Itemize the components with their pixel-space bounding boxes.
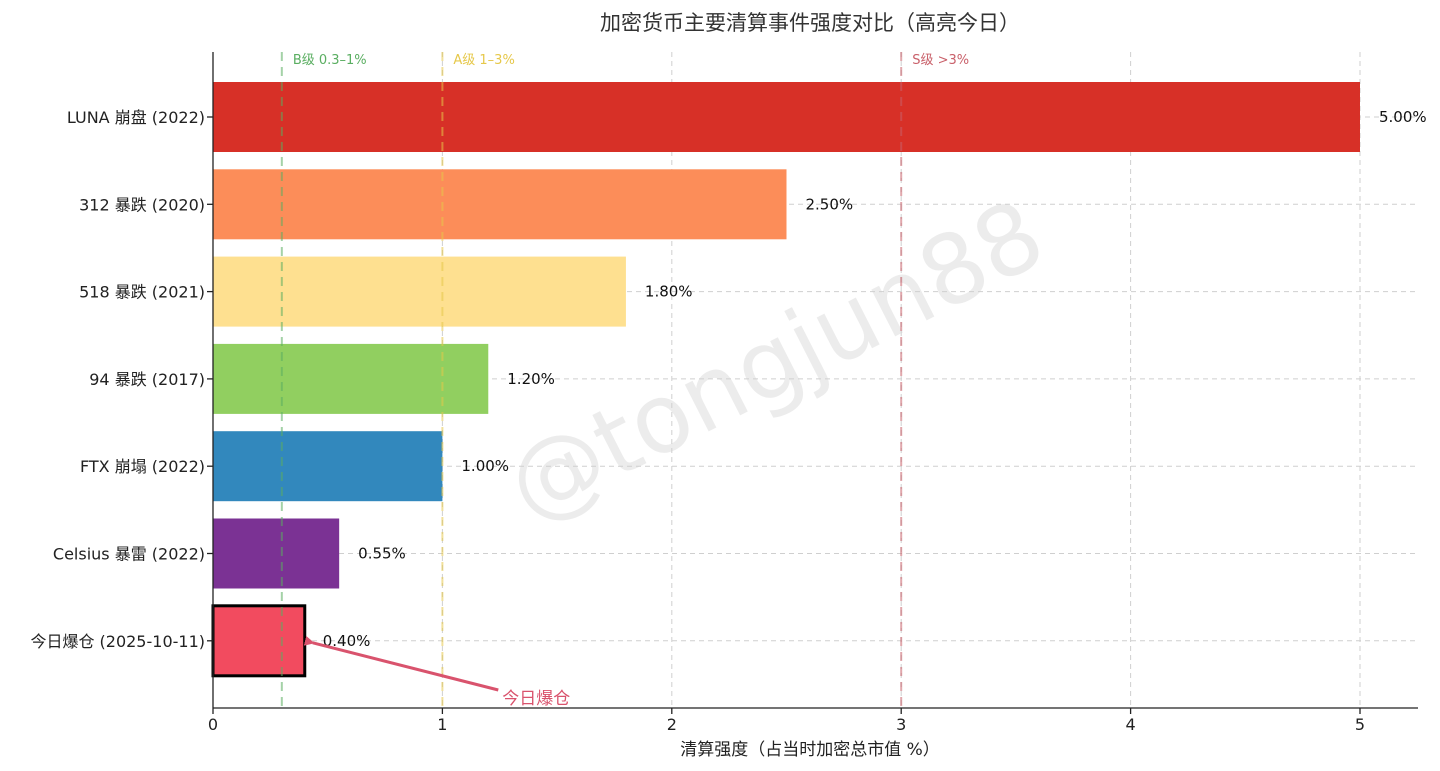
category-label-2: 518 暴跌 (2021) [79, 283, 205, 302]
bar-0 [213, 82, 1360, 152]
chart-title: 加密货币主要清算事件强度对比（高亮今日） [600, 11, 1020, 35]
value-label-4: 1.00% [461, 457, 509, 475]
annotation: 今日爆仓 [303, 635, 570, 709]
x-tick-label-5: 5 [1355, 715, 1365, 734]
category-label-6: 今日爆仓 (2025-10-11) [30, 632, 205, 651]
category-labels: LUNA 崩盘 (2022) 312 暴跌 (2020) 518 暴跌 (2021)… [30, 108, 213, 651]
x-tick-label-3: 3 [896, 715, 906, 734]
category-label-5: Celsius 暴雷 (2022) [53, 545, 205, 564]
x-tick-label-0: 0 [208, 715, 218, 734]
x-tick-label-1: 1 [437, 715, 447, 734]
bar-3 [213, 343, 489, 414]
reference-label-1: A级 1–3% [453, 53, 514, 68]
category-label-1: 312 暴跌 (2020) [79, 195, 205, 214]
value-label-0: 5.00% [1379, 108, 1427, 126]
value-label-2: 1.80% [645, 283, 693, 301]
x-tick-label-2: 2 [667, 715, 677, 734]
bar-5 [213, 518, 340, 589]
axes [212, 52, 1418, 709]
category-label-0: LUNA 崩盘 (2022) [67, 108, 205, 127]
x-tick-label-4: 4 [1126, 715, 1136, 734]
value-label-1: 2.50% [806, 195, 854, 213]
value-label-6: 0.40% [323, 632, 371, 650]
bar-4 [213, 431, 443, 502]
bar-6 [211, 604, 307, 678]
annotation-text: 今日爆仓 [502, 689, 570, 709]
x-axis-label: 清算强度（占当时加密总市值 %） [680, 740, 940, 760]
category-label-3: 94 暴跌 (2017) [89, 370, 205, 389]
value-label-5: 0.55% [358, 545, 406, 563]
value-label-3: 1.20% [507, 370, 555, 388]
bar-1 [213, 169, 787, 240]
reference-lines: B级 0.3–1% A级 1–3% S级 >3% [280, 52, 969, 708]
annotation-arrow [303, 635, 499, 692]
x-ticks: 0 1 2 3 4 5 [208, 708, 1365, 734]
category-label-4: FTX 崩塌 (2022) [80, 457, 205, 476]
bar-2 [213, 256, 626, 327]
value-labels: 5.00% 2.50% 1.80% 1.20% 1.00% 0.55% 0.40% [323, 108, 1427, 650]
reference-label-2: S级 >3% [912, 53, 969, 68]
bars-layer [211, 82, 1360, 678]
reference-label-0: B级 0.3–1% [293, 53, 367, 68]
